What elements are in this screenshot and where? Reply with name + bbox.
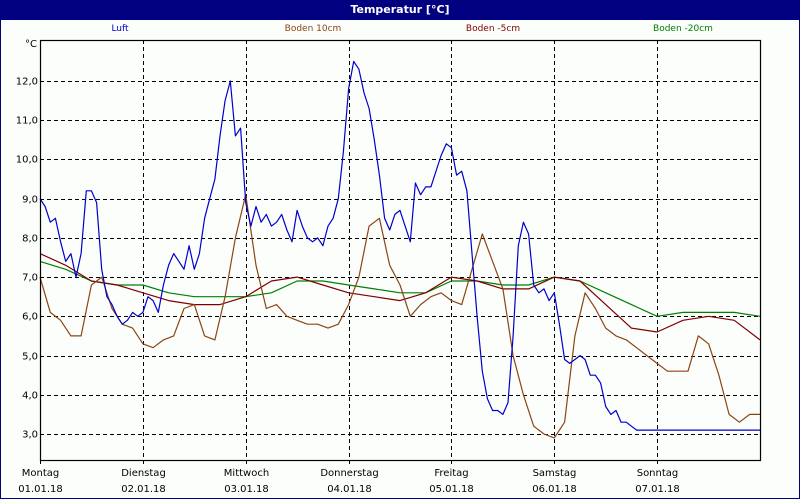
x-tick-day: Mittwoch [223,468,270,479]
y-tick-label: 3,0 [22,429,38,440]
y-tick-label: 7,0 [22,272,38,283]
x-tick-day: Sonntag [636,468,679,479]
y-tick-label: 9,0 [22,194,38,205]
y-tick-label: 12,0 [15,76,38,87]
plot-frame [39,39,762,462]
legend-boden-5cm: Boden -5cm [465,24,521,34]
grid-lines [40,40,760,464]
x-tick-day: Samstag [532,468,577,479]
y-tick-label: 8,0 [22,233,38,244]
x-tick-label: Samstag 06.01.18 [532,466,577,498]
boden-20cm-line [39,260,761,317]
x-tick-label: Sonntag 07.01.18 [635,466,680,498]
x-tick-date: 07.01.18 [635,484,680,495]
x-tick-label: Montag 01.01.18 [18,466,63,498]
x-tick-date: 01.01.18 [18,484,63,495]
x-tick-date: 04.01.18 [327,484,372,495]
x-tick-label: Donnerstag 04.01.18 [320,466,378,498]
y-tick-label: 10,0 [15,154,38,165]
window-title: Temperatur [°C] [0,0,800,20]
x-tick-date: 02.01.18 [121,484,166,495]
legend-luft: Luft [111,24,129,34]
boden-5cm-line [39,253,761,341]
series-lines [39,60,761,439]
luft-line [39,60,760,431]
x-tick-date: 06.01.18 [532,484,577,495]
y-tick-label: 5,0 [22,351,38,362]
x-tick-label: Dienstag 02.01.18 [121,466,166,498]
boden-10cm-line [39,194,760,439]
x-tick-label: Mittwoch 03.01.18 [224,466,269,498]
legend-boden-20cm: Boden -20cm [653,24,713,34]
x-tick-date: 05.01.18 [429,484,474,495]
x-tick-day: Montag [21,468,60,479]
y-axis-unit: °C [25,39,37,50]
y-tick-label: 11,0 [15,115,38,126]
x-tick-day: Freitag [434,468,469,479]
x-tick-day: Donnerstag [320,468,379,479]
legend-boden-10cm: Boden 10cm [284,24,342,34]
x-tick-day: Dienstag [121,468,166,479]
y-tick-label: 4,0 [22,390,38,401]
x-tick-date: 03.01.18 [224,484,269,495]
x-tick-label: Freitag 05.01.18 [429,466,474,498]
y-tick-label: 6,0 [22,311,38,322]
